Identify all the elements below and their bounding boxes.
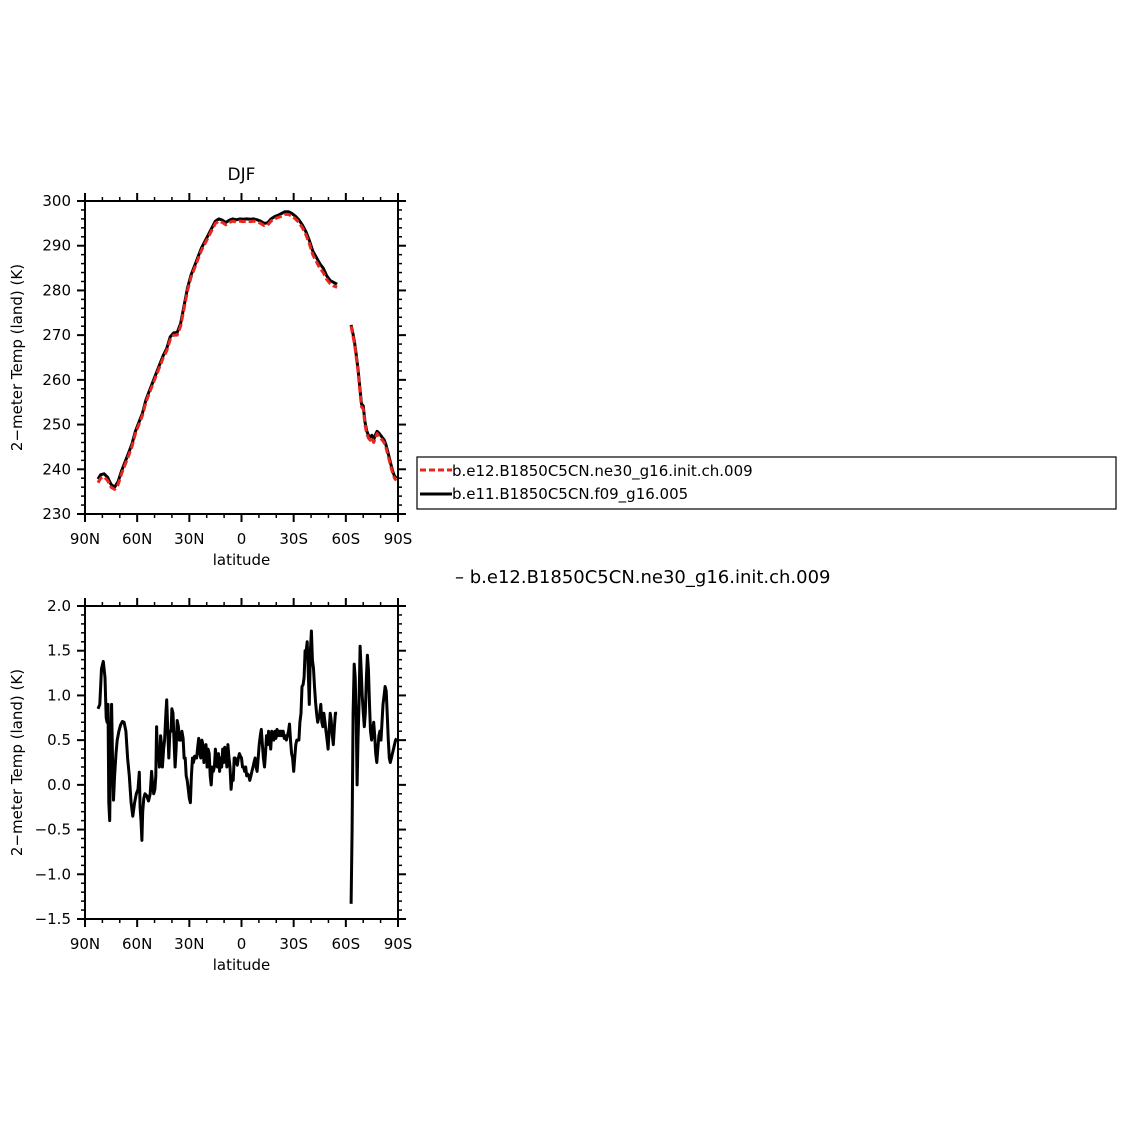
y-tick-label: 1.5	[47, 642, 71, 660]
x-tick-label: 0	[237, 530, 247, 548]
x-tick-label: 90N	[70, 935, 100, 953]
y-tick-label: 260	[42, 371, 71, 389]
series-line	[96, 210, 338, 489]
x-tick-label: 60S	[332, 530, 361, 548]
bottom-panel: 90N 60N 30N 0 30S 60S 90S −1.5 −1.0 −0.5 0.0 0.5 1.0…	[8, 597, 412, 974]
series-line	[96, 629, 338, 842]
y-tick-label: 0.0	[47, 776, 71, 794]
y-tick-label: 230	[42, 505, 71, 523]
difference-series-label: – b.e12.B1850C5CN.ne30_g16.init.ch.009	[455, 567, 831, 588]
x-tick-label: 60N	[122, 530, 152, 548]
y-tick-label: 0.5	[47, 731, 71, 749]
top-panel-title: DJF	[228, 165, 256, 185]
top-x-axis-label: latitude	[213, 551, 271, 569]
y-tick-label: 290	[42, 237, 71, 255]
x-tick-label: 30S	[279, 530, 308, 548]
y-tick-label: 300	[42, 192, 71, 210]
y-tick-label: −1.0	[35, 865, 71, 883]
legend-box	[416, 456, 1117, 510]
y-tick-label: 1.0	[47, 686, 71, 704]
top-panel-series	[96, 210, 398, 491]
x-tick-label: 60N	[122, 935, 152, 953]
top-y-axis-label: 2−meter Temp (land) (K)	[8, 264, 26, 451]
x-tick-label: 30N	[174, 935, 204, 953]
y-tick-label: 280	[42, 281, 71, 299]
x-tick-label: 60S	[332, 935, 361, 953]
bottom-panel-ticks: 90N 60N 30N 0 30S 60S 90S −1.5 −1.0 −0.5 0.0 0.5 1.0…	[35, 597, 413, 953]
bottom-panel-series	[96, 629, 398, 904]
y-tick-label: 2.0	[47, 597, 71, 615]
legend-entry-2-label: b.e11.B1850C5CN.f09_g16.005	[452, 485, 688, 504]
series-line	[349, 324, 398, 480]
top-panel: DJF 90N 60N 30N 0 30S 60S 90S 230 240 250 260 270 28…	[8, 165, 412, 569]
y-tick-label: −1.5	[35, 910, 71, 928]
x-tick-label: 30N	[174, 530, 204, 548]
top-panel-ticks: 90N 60N 30N 0 30S 60S 90S 230 240 250 260 270 280 290…	[42, 192, 412, 548]
series-line	[349, 644, 398, 904]
series-line	[96, 212, 338, 491]
y-tick-label: 240	[42, 460, 71, 478]
y-tick-label: 250	[42, 416, 71, 434]
x-tick-label: 90S	[384, 935, 413, 953]
x-tick-label: 90N	[70, 530, 100, 548]
x-tick-label: 0	[237, 935, 247, 953]
legend-entry-1-label: b.e12.B1850C5CN.ne30_g16.init.ch.009	[452, 462, 753, 481]
bottom-y-axis-label: 2−meter Temp (land) (K)	[8, 669, 26, 856]
bottom-x-axis-label: latitude	[213, 956, 271, 974]
y-tick-label: −0.5	[35, 821, 71, 839]
y-tick-label: 270	[42, 326, 71, 344]
x-tick-label: 30S	[279, 935, 308, 953]
x-tick-label: 90S	[384, 530, 413, 548]
series-line	[349, 325, 398, 482]
legend: b.e12.B1850C5CN.ne30_g16.init.ch.009 b.e…	[416, 456, 1117, 510]
top-panel-frame	[84, 200, 399, 515]
